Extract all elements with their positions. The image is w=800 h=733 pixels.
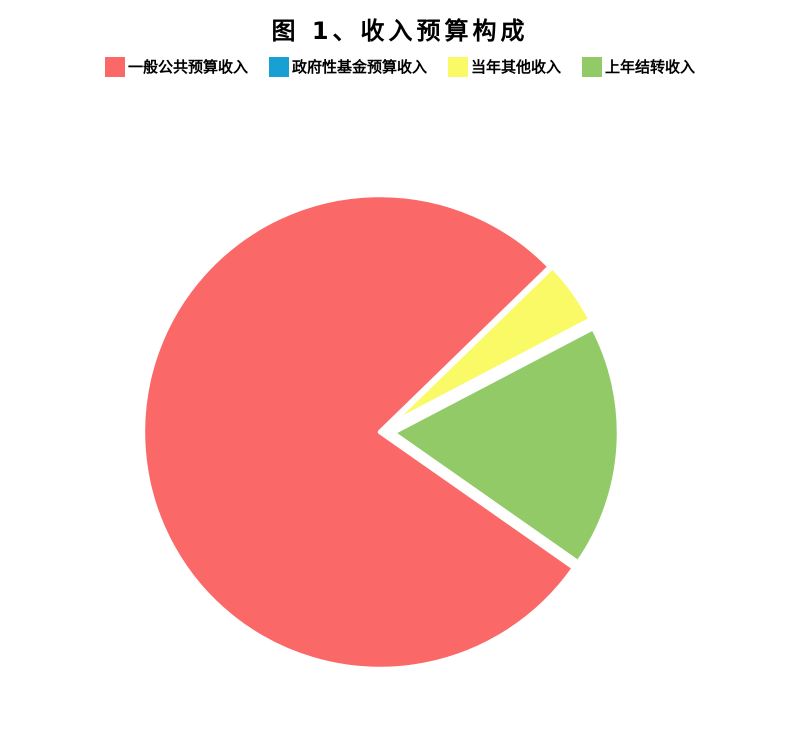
chart-legend: 一般公共预算收入 政府性基金预算收入 当年其他收入 上年结转收入	[0, 57, 800, 77]
legend-item-general-public-budget-revenue: 一般公共预算收入	[104, 57, 248, 77]
legend-swatch-prior-year-carryover-revenue	[582, 57, 603, 77]
pie-slice-prior-year-carryover-revenue	[390, 325, 622, 565]
legend-swatch-current-year-other-revenue	[448, 57, 468, 77]
legend-item-government-fund-budget-revenue: 政府性基金预算收入	[268, 57, 427, 77]
legend-label: 上年结转收入	[605, 58, 696, 76]
legend-swatch-government-fund-budget-revenue	[268, 57, 289, 77]
chart-title: 图 1、收入预算构成	[271, 17, 529, 45]
legend-label: 一般公共预算收入	[127, 58, 248, 76]
legend-label: 政府性基金预算收入	[291, 58, 427, 76]
legend-item-prior-year-carryover-revenue: 上年结转收入	[582, 57, 695, 77]
legend-label: 当年其他收入	[471, 58, 562, 76]
legend-swatch-general-public-budget-revenue	[104, 57, 125, 77]
legend-item-current-year-other-revenue: 当年其他收入	[448, 57, 561, 77]
pie-slice-general-public-budget-revenue	[140, 192, 577, 672]
pie-slice-current-year-other-revenue	[388, 264, 593, 427]
